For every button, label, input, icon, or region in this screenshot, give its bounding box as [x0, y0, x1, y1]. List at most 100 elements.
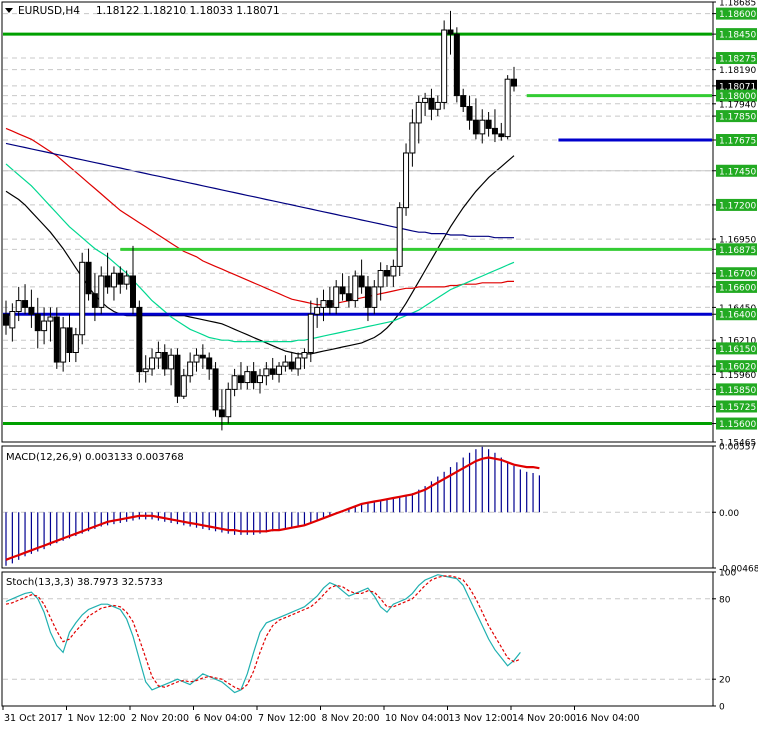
candle[interactable] — [237, 362, 244, 390]
candle-body — [282, 361, 289, 367]
candle[interactable] — [472, 98, 479, 140]
level-price-tag — [716, 267, 757, 280]
candle[interactable] — [149, 348, 156, 376]
candle[interactable] — [66, 314, 73, 363]
candle[interactable] — [161, 344, 168, 376]
candle[interactable] — [409, 109, 416, 167]
candle[interactable] — [104, 252, 111, 294]
candle[interactable] — [288, 352, 295, 372]
candle-body — [485, 119, 492, 129]
candle[interactable] — [326, 286, 333, 315]
candle[interactable] — [301, 348, 308, 369]
candle[interactable] — [485, 112, 492, 137]
candle[interactable] — [333, 280, 340, 315]
candle[interactable] — [460, 88, 467, 112]
level-lines[interactable] — [3, 32, 712, 426]
candle[interactable] — [28, 289, 35, 328]
candle[interactable] — [358, 259, 365, 294]
candle[interactable] — [53, 307, 60, 369]
stoch-axis-label: 20 — [719, 676, 731, 686]
candle[interactable] — [199, 344, 206, 369]
candle[interactable] — [155, 341, 162, 369]
candle[interactable] — [180, 368, 187, 399]
candle[interactable] — [9, 303, 16, 342]
time-label: 2 Nov 20:00 — [131, 713, 189, 724]
candle[interactable] — [142, 355, 149, 383]
candle[interactable] — [263, 362, 270, 386]
candle[interactable] — [110, 266, 117, 301]
candle[interactable] — [174, 348, 181, 404]
candle[interactable] — [47, 307, 54, 342]
candle[interactable] — [466, 95, 473, 130]
candle-body — [168, 354, 175, 370]
time-label: 8 Nov 20:00 — [322, 713, 380, 724]
candle[interactable] — [377, 262, 384, 301]
candle[interactable] — [307, 300, 314, 363]
candle[interactable] — [371, 280, 378, 315]
candle[interactable] — [225, 382, 232, 424]
candle-body — [98, 275, 105, 308]
candle[interactable] — [396, 202, 403, 276]
candle[interactable] — [130, 245, 136, 315]
candle[interactable] — [41, 307, 48, 345]
candle[interactable] — [117, 266, 124, 294]
candle[interactable] — [339, 273, 346, 301]
candle[interactable] — [428, 88, 435, 121]
candle[interactable] — [504, 75, 511, 140]
macd-panel[interactable]: 0.00557 0.00 -0.004687 MACD(12,26,9) 0.003… — [1, 443, 758, 575]
candle[interactable] — [187, 352, 194, 383]
candle[interactable] — [212, 362, 219, 417]
candle[interactable] — [498, 122, 505, 141]
candle[interactable] — [434, 95, 441, 117]
candle[interactable] — [85, 248, 92, 301]
candle[interactable] — [34, 297, 41, 349]
candle[interactable] — [244, 366, 251, 390]
candle[interactable] — [136, 300, 143, 383]
candle[interactable] — [314, 297, 321, 328]
candle[interactable] — [60, 316, 67, 372]
candle[interactable] — [206, 352, 213, 380]
candle[interactable] — [453, 27, 460, 103]
candle[interactable] — [282, 355, 289, 372]
candle[interactable] — [364, 275, 371, 322]
candles[interactable] — [3, 10, 517, 431]
candle[interactable] — [511, 66, 517, 92]
candle[interactable] — [15, 286, 22, 322]
candle[interactable] — [441, 20, 448, 110]
candle[interactable] — [91, 273, 98, 322]
candle[interactable] — [168, 348, 175, 386]
candle[interactable] — [447, 10, 454, 55]
candle[interactable] — [390, 259, 397, 287]
candle[interactable] — [3, 300, 9, 335]
candle[interactable] — [98, 266, 105, 315]
dropdown-triangle-icon[interactable] — [5, 8, 13, 13]
candle[interactable] — [257, 368, 263, 394]
candle[interactable] — [345, 275, 352, 308]
candle[interactable] — [422, 92, 429, 117]
candle[interactable] — [415, 95, 422, 144]
stoch-panel[interactable]: 100 80 20 0 Stoch(13,3,3) 38.7973 32.5733 — [1, 569, 736, 713]
candle[interactable] — [79, 252, 86, 345]
candle[interactable] — [479, 109, 486, 144]
candle[interactable] — [250, 362, 257, 390]
candle[interactable] — [276, 362, 283, 383]
candle[interactable] — [295, 352, 302, 376]
candle[interactable] — [352, 270, 359, 308]
candle[interactable] — [193, 348, 200, 372]
candle[interactable] — [231, 368, 238, 397]
candle[interactable] — [320, 289, 327, 322]
candle[interactable] — [72, 327, 79, 363]
candle[interactable] — [218, 389, 225, 431]
candle[interactable] — [403, 143, 410, 216]
candle[interactable] — [22, 284, 29, 315]
candle-body — [53, 316, 60, 363]
candle[interactable] — [384, 265, 390, 287]
candle[interactable] — [269, 357, 276, 380]
candle[interactable] — [123, 270, 130, 290]
candle-body — [472, 119, 479, 135]
candle[interactable] — [491, 109, 498, 143]
price-label: 1.18190 — [719, 66, 756, 76]
